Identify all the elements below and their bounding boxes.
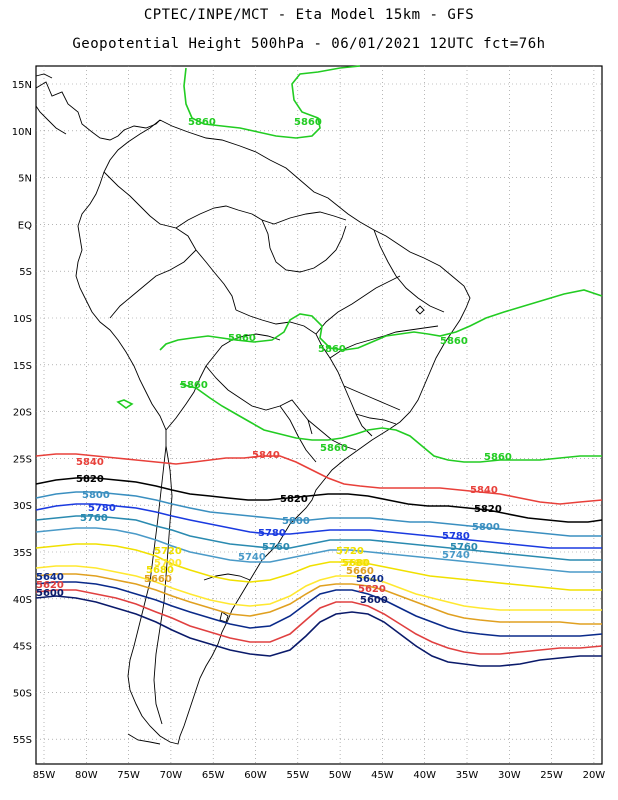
label-5680: 5680 xyxy=(146,565,174,576)
label-5800: 5800 xyxy=(82,490,110,501)
contour-5800 xyxy=(35,491,602,537)
label-5780: 5780 xyxy=(442,531,470,542)
label-5760: 5760 xyxy=(450,542,478,553)
contour-5640 xyxy=(35,581,603,637)
contour-5760 xyxy=(35,515,602,561)
lon-tick-label: 25W xyxy=(540,770,563,781)
lat-tick-label: EQ xyxy=(18,220,32,231)
lat-tick-label: 10S xyxy=(13,314,32,325)
label-5860: 5860 xyxy=(294,117,322,128)
label-5620: 5620 xyxy=(36,580,64,591)
contour-5860-north xyxy=(183,65,361,139)
latitude-labels: 15N 10N 5N EQ 5S 10S 15S 20S 25S 30S 35S 40S 45S 50S 5… xyxy=(12,80,32,746)
contour-labels: 5860 5860 5860 5860 5860 5860 5860 5860 … xyxy=(36,117,512,606)
lon-tick-label: 55W xyxy=(286,770,309,781)
lat-tick-label: 20S xyxy=(13,408,32,419)
contour-5680 xyxy=(35,565,602,611)
contour-5860-south xyxy=(179,383,602,463)
lon-tick-label: 40W xyxy=(413,770,436,781)
label-5860: 5860 xyxy=(440,336,468,347)
lat-tick-label: 5S xyxy=(19,267,32,278)
label-5860: 5860 xyxy=(318,344,346,355)
label-5620: 5620 xyxy=(358,584,386,595)
label-5600: 5600 xyxy=(36,588,64,599)
lon-tick-label: 65W xyxy=(202,770,225,781)
label-5760: 5760 xyxy=(80,513,108,524)
lon-tick-label: 60W xyxy=(244,770,267,781)
label-5860: 5860 xyxy=(228,333,256,344)
contour-5740 xyxy=(35,527,602,573)
label-5840: 5840 xyxy=(76,457,104,468)
lon-tick-label: 70W xyxy=(160,770,183,781)
lat-tick-label: 35S xyxy=(13,548,32,559)
lon-tick-label: 85W xyxy=(33,770,56,781)
label-5860: 5860 xyxy=(320,443,348,454)
lon-tick-label: 45W xyxy=(371,770,394,781)
label-5800: 5800 xyxy=(282,516,310,527)
lat-tick-label: 15N xyxy=(12,80,32,91)
label-5760: 5760 xyxy=(262,542,290,553)
graticule xyxy=(36,66,602,764)
label-5800: 5800 xyxy=(472,522,500,533)
label-5640: 5640 xyxy=(356,574,384,585)
contour-5720 xyxy=(35,543,602,591)
label-5600: 5600 xyxy=(360,595,388,606)
lon-tick-label: 30W xyxy=(498,770,521,781)
label-5780: 5780 xyxy=(88,503,116,514)
lat-tick-label: 50S xyxy=(13,688,32,699)
label-5820: 5820 xyxy=(76,474,104,485)
contour-5600 xyxy=(35,595,602,667)
lat-tick-label: 10N xyxy=(12,127,32,138)
label-5860: 5860 xyxy=(484,452,512,463)
label-5740: 5740 xyxy=(442,550,470,561)
label-5840: 5840 xyxy=(252,450,280,461)
label-5740: 5740 xyxy=(238,552,266,563)
contour-5860-fragment xyxy=(116,399,134,409)
contour-5840 xyxy=(35,453,603,505)
label-5700: 5700 xyxy=(154,558,182,569)
contour-5620 xyxy=(35,589,603,655)
continent-outline xyxy=(35,73,471,745)
longitude-labels: 85W 80W 75W 70W 65W 60W 55W 50W 45W 40W 35W 30W 25W 2… xyxy=(33,770,606,781)
contour-5860-central xyxy=(159,289,603,351)
label-5780: 5780 xyxy=(258,528,286,539)
lat-tick-label: 30S xyxy=(13,501,32,512)
lon-tick-label: 50W xyxy=(329,770,352,781)
lat-tick-label: 5N xyxy=(18,174,32,185)
title-line-1: CPTEC/INPE/MCT - Eta Model 15km - GFS xyxy=(143,7,475,23)
label-5720: 5720 xyxy=(336,546,364,557)
label-5680: 5680 xyxy=(342,558,370,569)
lat-tick-label: 40S xyxy=(13,595,32,606)
label-5860: 5860 xyxy=(188,117,216,128)
contour-5780 xyxy=(35,503,602,549)
lat-tick-label: 45S xyxy=(13,642,32,653)
label-5640: 5640 xyxy=(36,572,64,583)
lon-tick-label: 35W xyxy=(456,770,479,781)
label-5720: 5720 xyxy=(154,546,182,557)
title-line-2: Geopotential Height 500hPa - 06/01/2021 … xyxy=(72,36,546,52)
label-5660: 5660 xyxy=(346,566,374,577)
geopotential-contours xyxy=(35,65,603,667)
lat-tick-label: 15S xyxy=(13,361,32,372)
lon-tick-label: 80W xyxy=(75,770,98,781)
lat-tick-label: 25S xyxy=(13,454,32,465)
map-frame xyxy=(35,65,603,765)
label-5860: 5860 xyxy=(180,380,208,391)
lon-tick-label: 75W xyxy=(117,770,140,781)
label-5700: 5700 xyxy=(340,558,368,569)
label-5820: 5820 xyxy=(474,504,502,515)
lon-tick-label: 20W xyxy=(583,770,606,781)
label-5820: 5820 xyxy=(280,494,308,505)
contour-5660 xyxy=(35,573,602,625)
contour-5820 xyxy=(35,477,603,523)
lat-tick-label: 55S xyxy=(13,735,32,746)
label-5660: 5660 xyxy=(144,574,172,585)
label-5840: 5840 xyxy=(470,485,498,496)
